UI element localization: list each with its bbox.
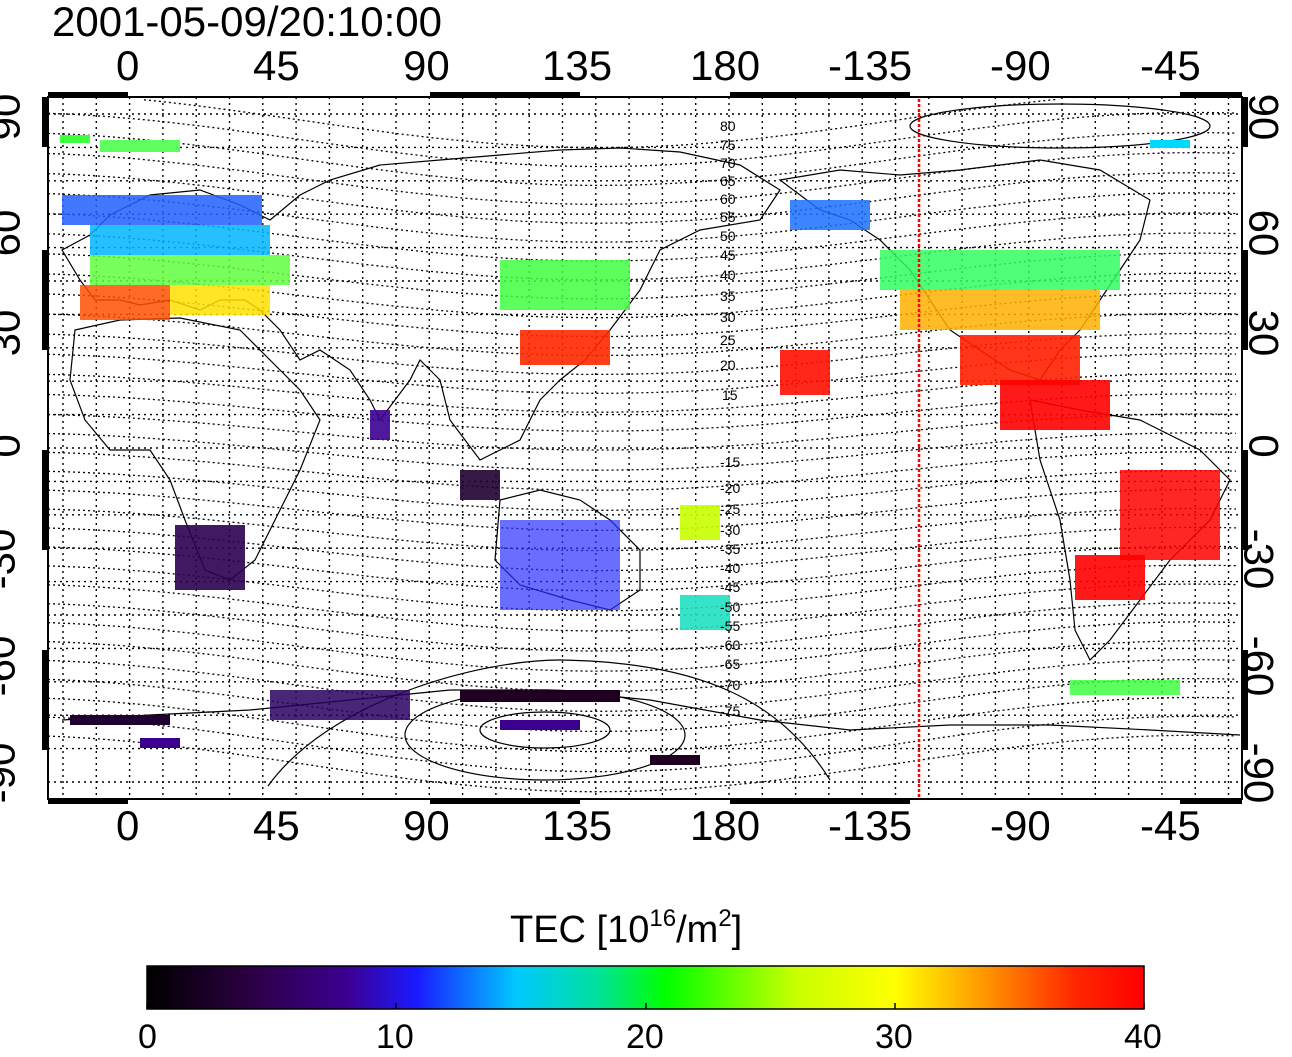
mlat-label: -25 <box>720 501 740 517</box>
mlat-contour <box>47 131 1237 187</box>
geomagnetic-latitude-lines <box>47 98 1237 793</box>
colorbar-title-exponent: 16 <box>649 905 677 932</box>
mlat-contour <box>47 470 1237 511</box>
mlat-label: -50 <box>720 599 740 615</box>
mlat-label: -20 <box>720 480 740 496</box>
mlat-contour <box>47 353 1237 394</box>
mlat-label: 35 <box>720 288 736 304</box>
mlat-contour <box>47 545 1237 592</box>
tec-observations <box>60 135 1220 765</box>
mlat-contour <box>47 393 1237 432</box>
mlat-label: 70 <box>720 155 736 171</box>
africa-coast <box>69 317 321 581</box>
mlat-label: 45 <box>720 247 736 263</box>
mlat-contour <box>47 640 1237 692</box>
mlat-contour <box>47 292 1237 338</box>
bottom-lon-label: 0 <box>116 802 140 849</box>
bottom-lon-label: -45 <box>1140 802 1201 849</box>
top-lon-label: 45 <box>253 42 300 89</box>
mlat-contour <box>47 696 1237 753</box>
mlat-label: -35 <box>720 541 740 557</box>
colorbar-label: 40 <box>1124 1018 1162 1056</box>
mlat-contour <box>47 507 1237 552</box>
top-lon-label: 90 <box>403 42 450 89</box>
colorbar-ticks <box>146 1003 1145 1009</box>
colorbar-title: TEC [1016/m2] <box>510 905 743 952</box>
mlat-label: 80 <box>720 118 736 134</box>
mlat-contour <box>47 373 1237 413</box>
top-lon-label: 135 <box>542 42 613 89</box>
mlat-label: -75 <box>720 703 740 719</box>
mlat-contour <box>47 526 1237 572</box>
mlat-contour <box>47 192 1237 243</box>
mlat-label: -45 <box>720 579 740 595</box>
mlat-contour <box>47 621 1237 672</box>
mlat-contour <box>47 564 1237 612</box>
mlat-contour <box>47 488 1237 532</box>
mlat-contour <box>47 677 1237 733</box>
colorbar-label: 30 <box>875 1018 913 1056</box>
mlat-contour <box>47 659 1237 712</box>
bottom-lon-label: 45 <box>253 802 300 849</box>
mlat-contour <box>47 232 1237 281</box>
north-pole-contour <box>909 103 1211 149</box>
mlat-label: -60 <box>720 637 740 653</box>
mlat-contour <box>47 413 1237 451</box>
bottom-lon-label: -135 <box>828 802 913 849</box>
mlat-label: -40 <box>720 560 740 576</box>
mlat-contour <box>47 451 1237 491</box>
mlat-label: 40 <box>720 267 736 283</box>
mlat-label: 30 <box>720 309 736 325</box>
mlat-contour <box>47 152 1237 205</box>
antarctica-coast <box>61 689 1241 736</box>
bottom-lon-label: 90 <box>403 802 450 849</box>
mlat-label: 50 <box>720 228 736 244</box>
frame-tick-bars <box>42 92 1248 804</box>
top-lon-label: 0 <box>116 42 140 89</box>
mlat-contour <box>47 252 1237 300</box>
mlat-contour <box>47 212 1237 262</box>
plot-title: 2001-05-09/20:10:00 <box>52 0 442 45</box>
colorbar-title-end: ] <box>731 909 743 951</box>
mlat-label: -70 <box>720 677 740 693</box>
top-lon-label: -45 <box>1140 42 1201 89</box>
mlat-label: 20 <box>720 357 736 373</box>
top-lon-label: -135 <box>828 42 913 89</box>
mlat-contour <box>47 111 1237 168</box>
south-pole-contour-inner <box>479 711 611 749</box>
mlat-label: 15 <box>722 387 738 403</box>
mlat-labels: 80 75 70 65 60 55 50 45 40 35 30 25 20 1… <box>720 118 740 719</box>
top-lon-label: -90 <box>990 42 1051 89</box>
top-lon-label: 180 <box>690 42 761 89</box>
mlat-contour <box>47 734 1237 793</box>
mlat-contour <box>47 272 1237 319</box>
colorbar-label: 20 <box>626 1018 664 1056</box>
bottom-lon-label: 135 <box>542 802 613 849</box>
mlat-label: 75 <box>720 137 736 153</box>
mlat-label: -30 <box>720 522 740 538</box>
mlat-contour <box>47 312 1237 357</box>
mlat-label: 60 <box>720 191 736 207</box>
bottom-lon-label: -90 <box>990 802 1051 849</box>
mlat-label: 65 <box>720 173 736 189</box>
colorbar-label: 10 <box>376 1018 414 1056</box>
colorbar <box>146 965 1145 1010</box>
mlat-label: -65 <box>720 656 740 672</box>
colorbar-title-unit: /m <box>676 909 719 951</box>
colorbar-label: 0 <box>138 1018 157 1056</box>
mlat-contour <box>47 583 1237 632</box>
mlat-label: 55 <box>720 209 736 225</box>
mlat-label: 25 <box>720 332 736 348</box>
colorbar-title-unit-exponent: 2 <box>718 905 732 932</box>
colorbar-title-main: TEC [10 <box>510 909 650 951</box>
bottom-lon-label: 180 <box>690 802 761 849</box>
mlat-contour <box>47 172 1237 224</box>
mlat-label: -55 <box>720 618 740 634</box>
mlat-contour <box>47 432 1237 471</box>
mlat-label: -15 <box>720 454 740 470</box>
mlat-contour <box>47 602 1237 652</box>
mlat-contour <box>47 332 1237 376</box>
